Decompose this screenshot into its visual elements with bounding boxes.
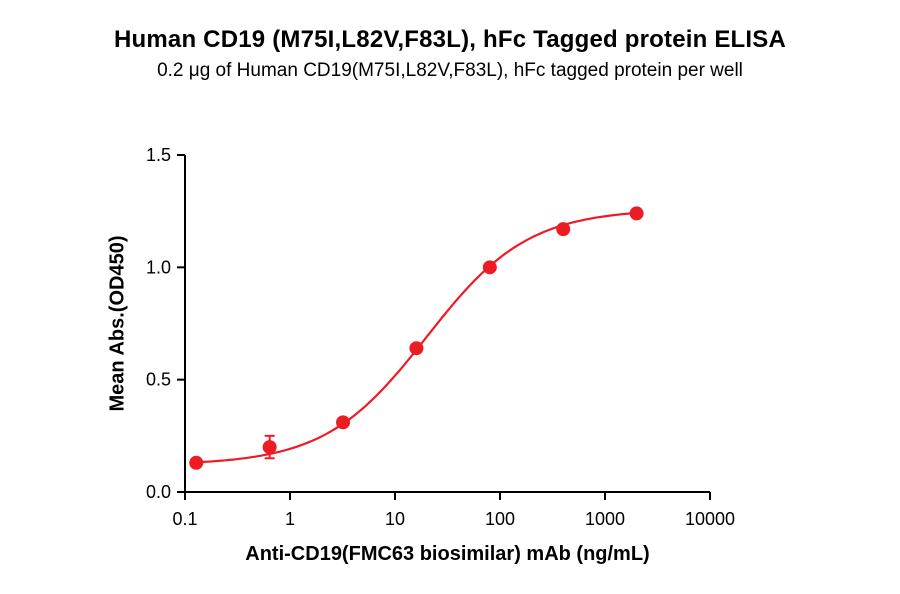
y-tick-label: 1.5 [146, 145, 171, 165]
data-point [262, 440, 277, 455]
data-point [336, 415, 351, 430]
y-tick-label: 1.0 [146, 257, 171, 277]
x-tick-label: 10000 [685, 509, 735, 529]
x-tick-label: 1000 [585, 509, 625, 529]
x-axis-label: Anti-CD19(FMC63 biosimilar) mAb (ng/mL) [245, 543, 650, 565]
x-tick-label: 10 [385, 509, 405, 529]
y-tick-label: 0.5 [146, 370, 171, 390]
y-tick-label: 0.0 [146, 482, 171, 502]
data-point [482, 260, 497, 275]
chart-title: Human CD19 (M75I,L82V,F83L), hFc Tagged … [113, 26, 787, 53]
data-point [556, 222, 571, 237]
data-point [409, 341, 424, 356]
fit-curve [196, 211, 637, 464]
x-tick-label: 0.1 [172, 509, 197, 529]
x-tick-label: 1 [285, 509, 295, 529]
data-point [629, 206, 644, 221]
x-tick-label: 100 [485, 509, 515, 529]
chart-subtitle: 0.2 μg of Human CD19(M75I,L82V,F83L), hF… [157, 60, 743, 81]
data-point [189, 455, 204, 470]
